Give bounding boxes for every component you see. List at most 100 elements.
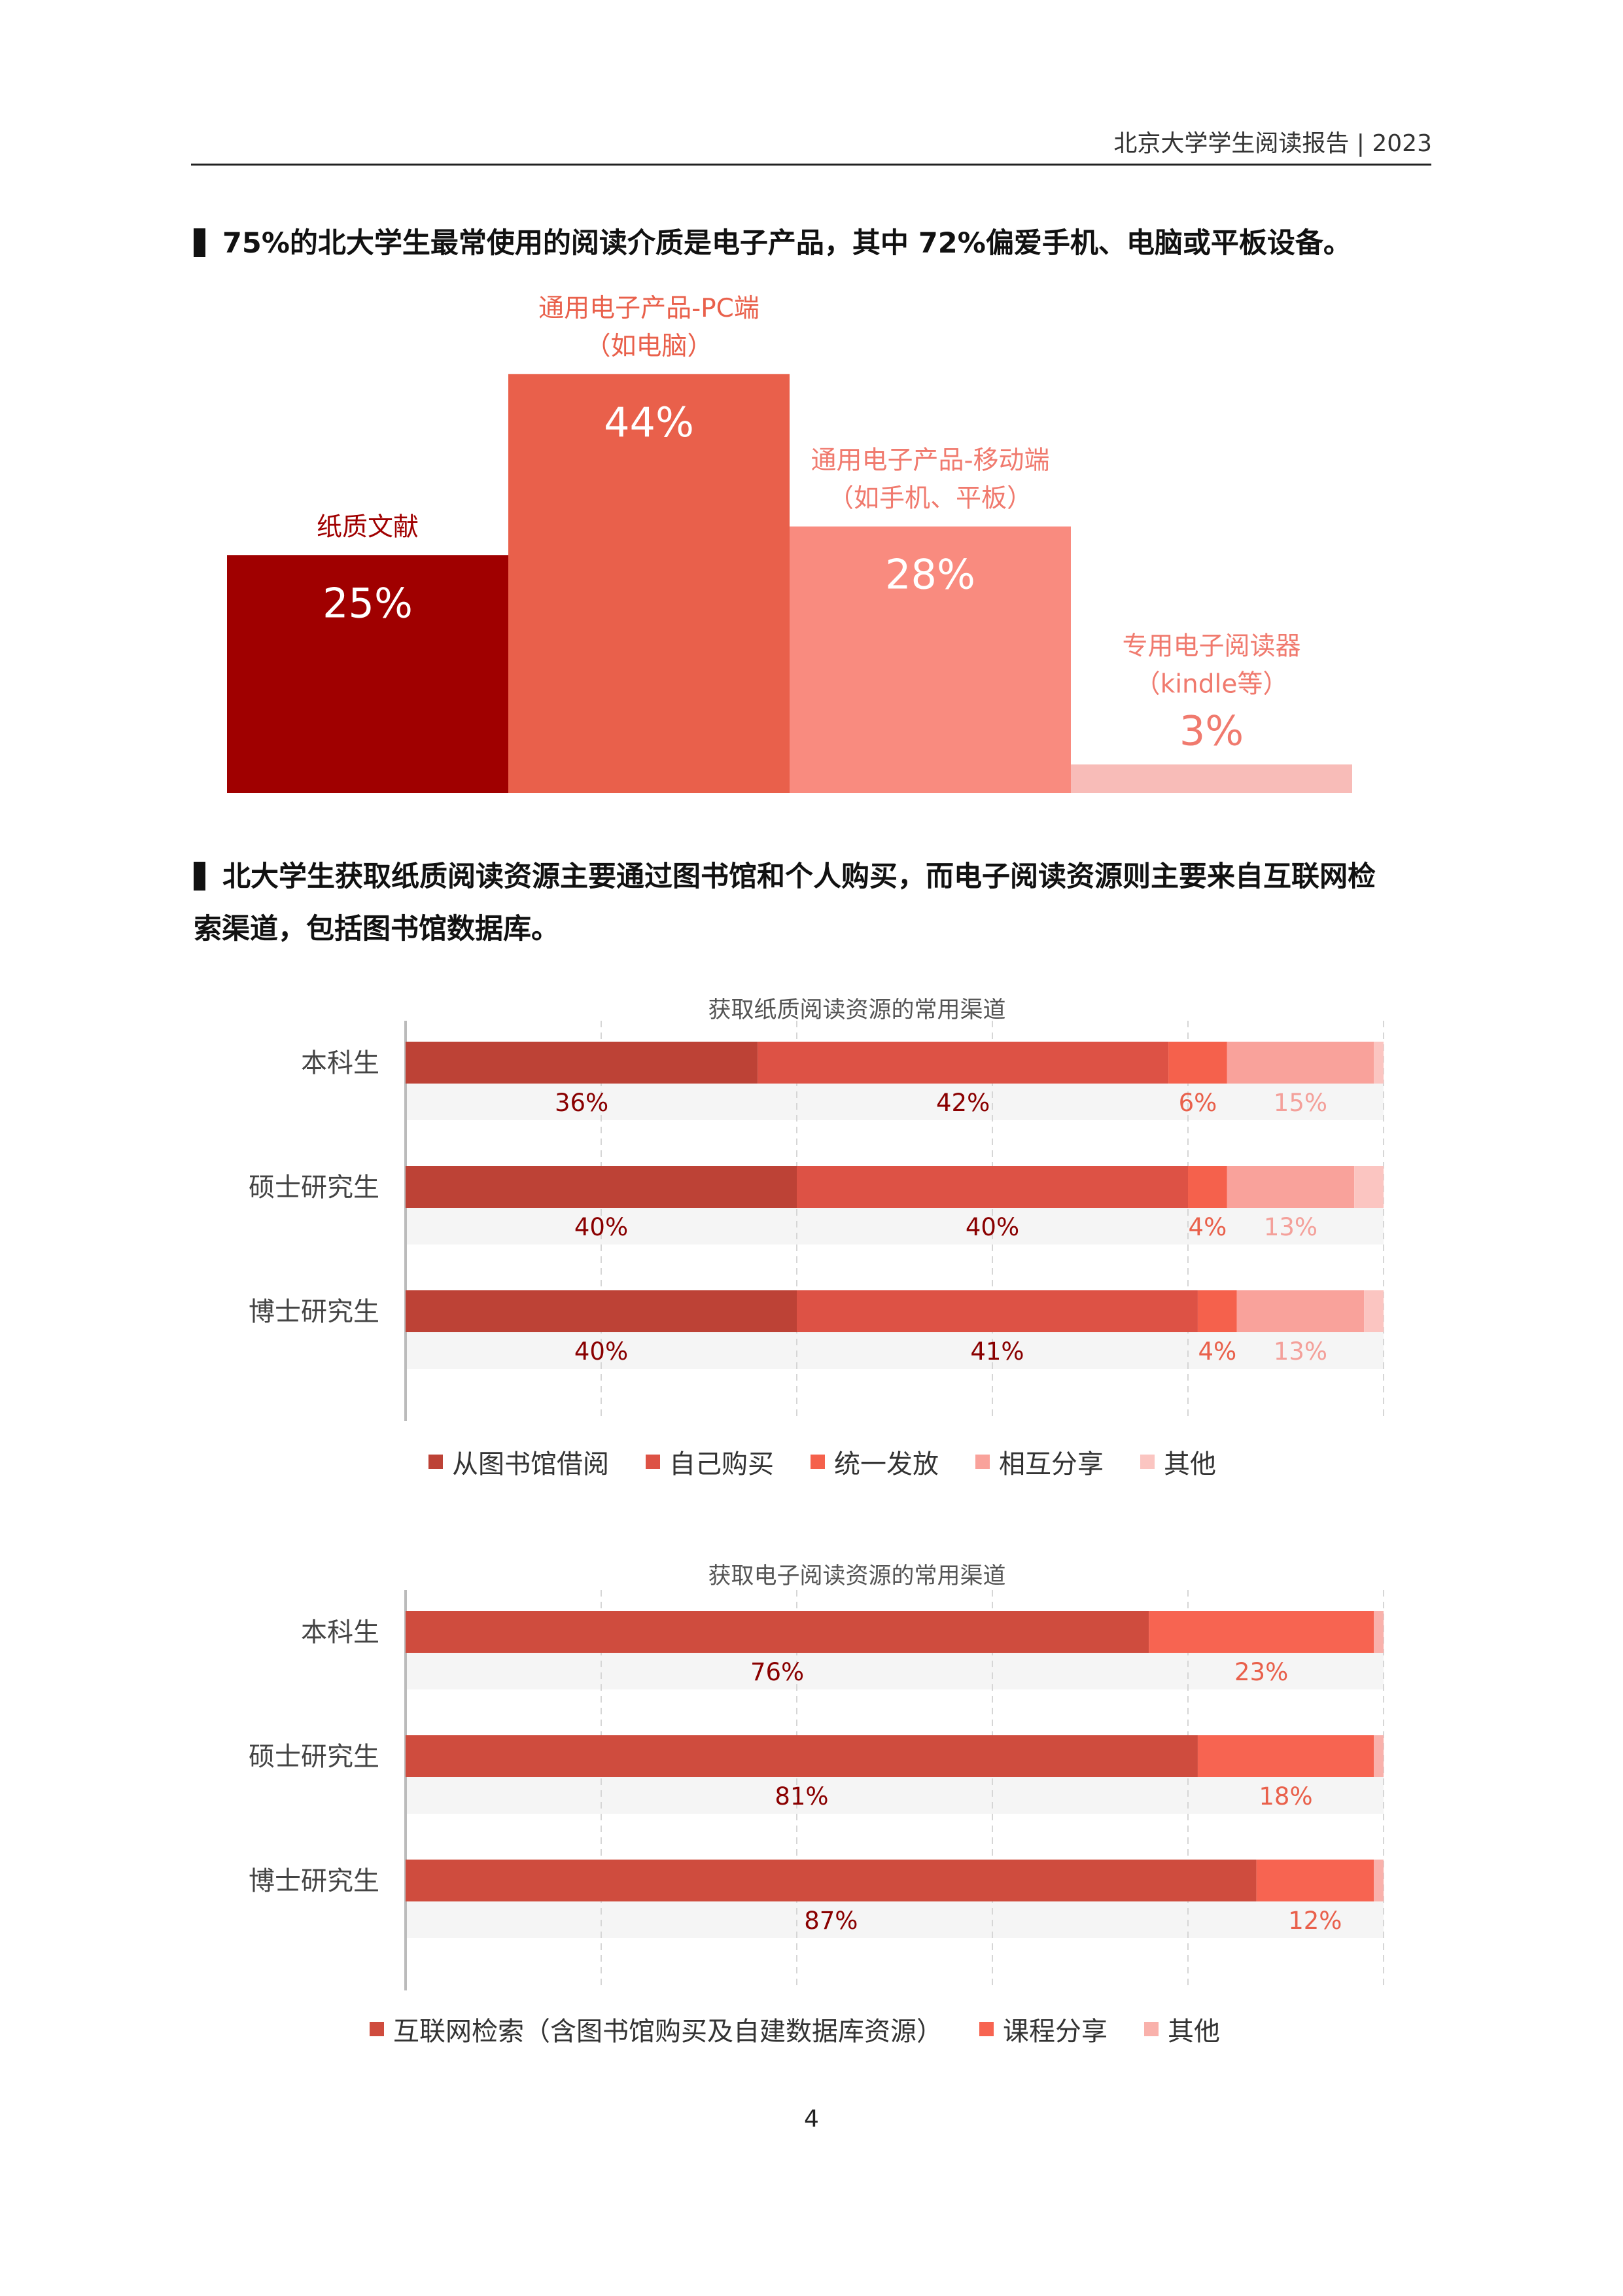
row-background: [406, 1901, 1384, 1938]
digital-channels-chart-title: 获取电子阅读资源的常用渠道: [708, 1563, 1006, 1589]
bar-segment: [1256, 1860, 1374, 1901]
bar-segment: [1364, 1290, 1384, 1332]
data-label: 40%: [574, 1337, 628, 1366]
data-label: 6%: [1179, 1089, 1217, 1117]
bar-segment: [1197, 1735, 1374, 1777]
data-label: 40%: [574, 1213, 628, 1241]
bar-segment: [1374, 1042, 1384, 1084]
bar: [1071, 764, 1352, 793]
category-label: 通用电子产品-PC端: [538, 294, 759, 323]
digital-channels-stacked-bar-chart: 本科生 76% 23% 硕士研究生 81% 18% 博士研究生 87% 12%: [249, 1590, 1384, 1990]
legend-label: 自己购买: [669, 1449, 774, 1479]
category-label: （如手机、平板）: [828, 484, 1032, 514]
print-channels-legend: 从图书馆借阅 自己购买 统一发放 相互分享 其他: [428, 1443, 1253, 1481]
legend-item: 互联网检索（含图书馆购买及自建数据库资源）: [370, 2010, 943, 2048]
data-label: 42%: [936, 1089, 990, 1117]
print-channels-chart-title: 获取纸质阅读资源的常用渠道: [708, 997, 1006, 1023]
category-label: （kindle等）: [1135, 669, 1289, 699]
legend-swatch: [370, 2022, 384, 2036]
bar-segment: [758, 1042, 1169, 1084]
row-background: [406, 1208, 1384, 1245]
legend-item: 从图书馆借阅: [428, 1443, 609, 1481]
legend-swatch: [979, 2022, 994, 2036]
category-label: 博士研究生: [249, 1297, 379, 1327]
bar-segment: [406, 1290, 797, 1332]
row-background: [406, 1084, 1384, 1120]
legend-item: 相互分享: [975, 1443, 1104, 1481]
header-title: 北京大学学生阅读报告 | 2023: [1113, 130, 1432, 157]
category-label: 博士研究生: [249, 1866, 379, 1896]
data-label: 12%: [1288, 1907, 1342, 1935]
data-label: 13%: [1264, 1213, 1318, 1241]
bar-segment: [1227, 1042, 1374, 1084]
header-rule: [191, 164, 1431, 166]
category-label: 通用电子产品-移动端: [811, 446, 1049, 476]
data-label: 4%: [1189, 1213, 1227, 1241]
bar: [790, 526, 1071, 793]
legend-item: 统一发放: [811, 1443, 939, 1481]
page-number: 4: [804, 2106, 819, 2132]
category-label: 专用电子阅读器: [1122, 631, 1300, 661]
bar-segment: [1168, 1042, 1227, 1084]
bar-segment: [406, 1042, 758, 1084]
bar-segment: [1374, 1860, 1384, 1901]
data-label: 15%: [1274, 1089, 1327, 1117]
legend-item: 课程分享: [979, 2010, 1108, 2048]
heading-marker: [194, 862, 205, 891]
data-label: 36%: [555, 1089, 608, 1117]
legend-swatch: [1140, 1455, 1155, 1469]
legend-label: 相互分享: [999, 1449, 1104, 1479]
bar-segment: [406, 1611, 1149, 1653]
bar: [227, 555, 508, 793]
category-label: （如电脑）: [585, 332, 712, 361]
data-label: 40%: [966, 1213, 1019, 1241]
bar-segment: [1374, 1735, 1384, 1777]
section2-heading: 北大学生获取纸质阅读资源主要通过图书馆和个人购买，而电子阅读资源则主要来自互联网…: [194, 851, 1437, 955]
data-label: 81%: [775, 1782, 828, 1810]
row-background: [406, 1653, 1384, 1689]
section1-heading-text: 75%的北大学生最常使用的阅读介质是电子产品，其中 72%偏爱手机、电脑或平板设…: [222, 227, 1352, 260]
legend-swatch: [975, 1455, 990, 1469]
row-background: [406, 1777, 1384, 1814]
legend-swatch: [811, 1455, 825, 1469]
legend-label: 互联网检索（含图书馆购买及自建数据库资源）: [393, 2017, 943, 2047]
bar-segment: [406, 1166, 797, 1208]
digital-channels-legend: 互联网检索（含图书馆购买及自建数据库资源） 课程分享 其他: [370, 2010, 1257, 2048]
category-label: 本科生: [301, 1617, 379, 1648]
data-label: 41%: [970, 1337, 1024, 1366]
category-label: 硕士研究生: [249, 1173, 379, 1203]
data-label: 28%: [885, 551, 975, 599]
bar-segment: [1188, 1166, 1227, 1208]
data-label: 44%: [604, 398, 694, 446]
data-label: 18%: [1259, 1782, 1312, 1810]
data-label: 87%: [804, 1907, 858, 1935]
data-label: 76%: [750, 1658, 804, 1686]
legend-swatch: [1144, 2022, 1159, 2036]
legend-item: 其他: [1144, 2010, 1220, 2048]
category-label: 硕士研究生: [249, 1742, 379, 1772]
bar-segment: [1149, 1611, 1374, 1653]
data-label: 13%: [1274, 1337, 1327, 1366]
section1-heading: 75%的北大学生最常使用的阅读介质是电子产品，其中 72%偏爱手机、电脑或平板设…: [194, 217, 1437, 270]
bar: [508, 374, 790, 793]
legend-item: 自己购买: [646, 1443, 774, 1481]
data-label: 23%: [1234, 1658, 1288, 1686]
bar-segment: [797, 1166, 1188, 1208]
category-label: 纸质文献: [317, 512, 419, 542]
bar-segment: [1227, 1166, 1355, 1208]
legend-label: 从图书馆借阅: [452, 1449, 609, 1479]
bar-segment: [1354, 1166, 1384, 1208]
bar-segment: [406, 1860, 1257, 1901]
bar-segment: [1236, 1290, 1365, 1332]
category-label: 本科生: [301, 1048, 379, 1078]
legend-label: 其他: [1164, 1449, 1216, 1479]
legend-swatch: [428, 1455, 443, 1469]
data-label: 3%: [1179, 707, 1244, 754]
legend-label: 其他: [1168, 2017, 1220, 2047]
bar-segment: [406, 1735, 1198, 1777]
legend-label: 统一发放: [834, 1449, 939, 1479]
heading-marker: [194, 228, 205, 257]
row-background: [406, 1332, 1384, 1369]
data-label: 25%: [323, 579, 413, 627]
medium-usage-bar-chart: 25% 纸质文献 44% 通用电子产品-PC端 （如电脑） 28% 通用电子产品-移动端 （如…: [227, 294, 1352, 793]
